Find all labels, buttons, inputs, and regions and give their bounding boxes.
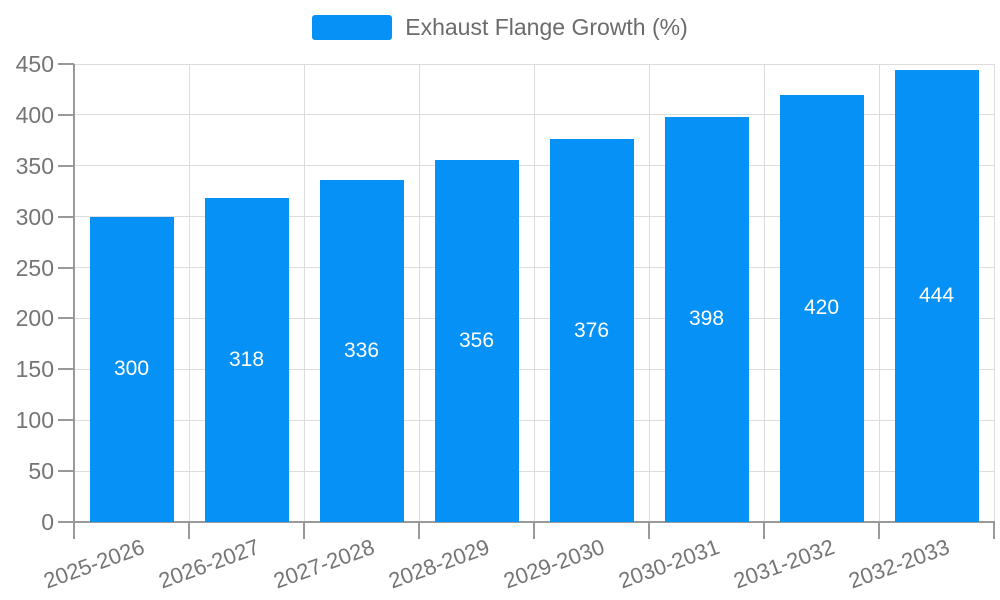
y-axis-label: 50 bbox=[28, 458, 54, 485]
x-axis-label: 2026-2027 bbox=[155, 534, 264, 594]
y-axis-label: 350 bbox=[15, 152, 54, 179]
y-axis-tick bbox=[58, 113, 74, 116]
bar-value-label: 398 bbox=[688, 307, 725, 331]
x-axis-line bbox=[73, 521, 995, 523]
legend-item[interactable]: Exhaust Flange Growth (%) bbox=[0, 15, 1000, 40]
y-axis-tick bbox=[58, 215, 74, 218]
y-axis-label: 150 bbox=[15, 356, 54, 383]
x-gridline bbox=[648, 64, 650, 522]
bar-value-label: 336 bbox=[343, 339, 380, 362]
y-axis-label: 250 bbox=[15, 254, 54, 281]
x-gridline bbox=[993, 64, 995, 522]
x-axis-label: 2025-2026 bbox=[40, 534, 149, 594]
x-gridline bbox=[763, 64, 765, 522]
bar[interactable] bbox=[664, 116, 749, 522]
x-gridline bbox=[533, 64, 535, 522]
legend-swatch bbox=[312, 15, 393, 40]
y-axis-tick bbox=[58, 419, 74, 422]
x-axis-tick bbox=[188, 523, 190, 539]
x-axis-tick bbox=[993, 523, 995, 539]
x-gridline bbox=[188, 64, 190, 522]
y-axis-tick bbox=[58, 266, 74, 269]
x-axis-tick bbox=[763, 523, 765, 539]
y-axis-tick bbox=[58, 368, 74, 371]
x-axis-label: 2030-2031 bbox=[615, 534, 724, 594]
bar-value-label: 300 bbox=[113, 357, 150, 381]
x-axis-label: 2028-2029 bbox=[385, 534, 494, 594]
x-axis-tick bbox=[878, 523, 880, 539]
x-axis-tick bbox=[73, 523, 75, 539]
x-gridline bbox=[878, 64, 880, 522]
bar[interactable] bbox=[204, 198, 289, 522]
x-axis-tick bbox=[303, 523, 305, 539]
bar[interactable] bbox=[779, 94, 864, 522]
y-axis-tick bbox=[58, 164, 74, 167]
y-axis-label: 100 bbox=[15, 407, 54, 434]
bar-value-label: 318 bbox=[228, 348, 265, 372]
y-axis-label: 450 bbox=[15, 51, 54, 77]
x-axis-tick bbox=[648, 523, 650, 539]
x-gridline bbox=[418, 64, 420, 522]
bar[interactable] bbox=[894, 70, 979, 522]
x-axis-label: 2031-2032 bbox=[730, 534, 839, 594]
bar[interactable] bbox=[434, 159, 519, 522]
bar[interactable] bbox=[319, 180, 404, 522]
y-axis-tick bbox=[58, 470, 74, 473]
bar[interactable] bbox=[549, 139, 634, 522]
y-axis-tick bbox=[58, 521, 74, 523]
y-axis-label: 200 bbox=[15, 305, 54, 332]
y-axis-label: 300 bbox=[15, 203, 54, 230]
y-axis-tick bbox=[58, 317, 74, 320]
bar-value-label: 376 bbox=[573, 318, 610, 342]
x-axis-label: 2032-2033 bbox=[845, 534, 954, 594]
bar[interactable] bbox=[89, 216, 174, 522]
x-axis-label: 2029-2030 bbox=[500, 534, 609, 594]
bar-value-label: 444 bbox=[918, 284, 955, 308]
y-axis-label: 400 bbox=[15, 101, 54, 128]
x-gridline bbox=[303, 64, 305, 522]
x-axis-tick bbox=[533, 523, 535, 539]
bar-value-label: 420 bbox=[803, 296, 840, 320]
legend-label: Exhaust Flange Growth (%) bbox=[405, 14, 688, 40]
y-axis-tick bbox=[58, 63, 74, 65]
x-axis-tick bbox=[418, 523, 420, 539]
bar-value-label: 356 bbox=[458, 328, 495, 352]
y-axis-line bbox=[73, 64, 75, 522]
x-axis-label: 2027-2028 bbox=[270, 534, 379, 594]
y-axis-label: 0 bbox=[41, 509, 54, 535]
